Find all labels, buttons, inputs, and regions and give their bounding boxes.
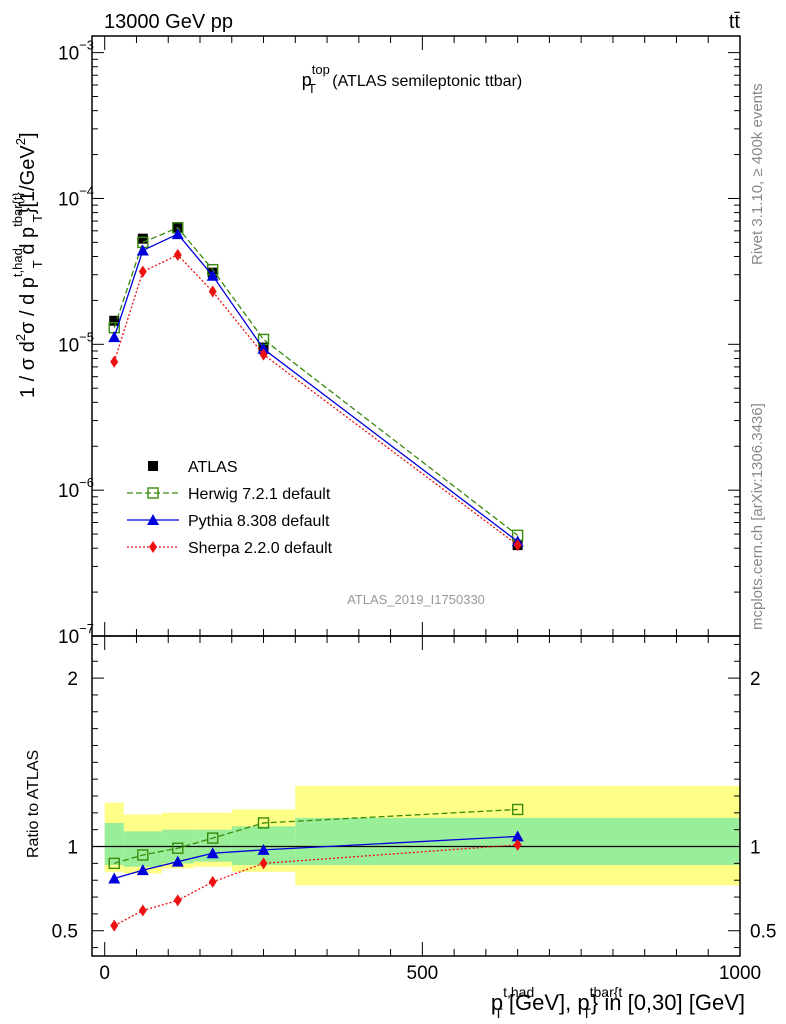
ratio-point-sherpa-2-2-0-default (513, 838, 522, 851)
main-plot-title: ptop T (ATLAS semileptonic ttbar) (302, 62, 522, 96)
legend-marker-pythia-8-308-default (147, 514, 159, 525)
ratio-plot-frame (91, 635, 741, 957)
data-point-sherpa-2-2-0-default (208, 285, 217, 298)
y-tick-label: 10−7 (58, 621, 94, 648)
series-line-pythia-8-308-default (113, 233, 519, 542)
ratio-line-pythia-8-308-default (114, 835, 518, 880)
ratio-line-sherpa-2-2-0-default (113, 844, 518, 927)
analysis-watermark: ATLAS_2019_I1750330 (347, 592, 485, 607)
legend-marker-herwig-7-2-1-default (147, 487, 159, 499)
data-point-sherpa-2-2-0-default (173, 248, 182, 261)
ratio-y-tick-label: 0.5 (52, 922, 78, 943)
title-sup: top (312, 62, 330, 77)
ratio-point-pythia-8-308-default (136, 864, 149, 876)
x-axis-label: pt,had T [GeV], ptbar{t T} in [0,30] [GeV] (491, 984, 745, 1021)
ratio-point-sherpa-2-2-0-default (110, 919, 119, 932)
main-y-axis-label: 1 / σ d2σ / d pt,had T d ptbar{t} T}[1/GeV… (10, 132, 45, 398)
data-point-sherpa-2-2-0-default (138, 265, 147, 278)
x-tick-label: 1000 (719, 963, 761, 984)
legend-label-herwig-7-2-1-default: Herwig 7.2.1 default (188, 486, 331, 503)
ratio-y-tick-label-right: 2 (750, 669, 761, 690)
ratio-plot-area: 0.5 0.5 1 1 2 2 0 500 1000 (52, 636, 776, 984)
ratio-point-pythia-8-308-default (206, 847, 219, 859)
energy-label: 13000 GeV pp (104, 11, 233, 33)
y-tick-label: 10−5 (58, 329, 94, 356)
ratio-point-sherpa-2-2-0-default (138, 904, 147, 917)
legend-label-atlas: ATLAS (188, 459, 238, 476)
series-line-herwig-7-2-1-default (113, 226, 519, 536)
data-point-pythia-8-308-default (171, 228, 184, 240)
data-point-sherpa-2-2-0-default (110, 355, 119, 368)
ratio-point-pythia-8-308-default (511, 830, 524, 842)
ratio-y-tick-label: 1 (67, 838, 78, 859)
ratio-point-pythia-8-308-default (171, 855, 184, 867)
ratio-point-herwig-7-2-1-default (207, 832, 219, 844)
y-tick-label: 10−3 (58, 38, 94, 65)
mcplots-url-label: mcplots.cern.ch [arXiv:1306.3436] (749, 403, 766, 630)
x-tick-label: 500 (407, 963, 439, 984)
data-point-atlas (137, 233, 148, 244)
y-tick-label: 10−6 (58, 475, 94, 502)
ratio-y-tick-label-right: 0.5 (750, 922, 776, 943)
ratio-point-herwig-7-2-1-default (137, 849, 149, 861)
legend-marker-atlas (148, 461, 158, 471)
data-point-pythia-8-308-default (108, 331, 121, 343)
ratio-y-tick-label: 2 (67, 669, 78, 690)
data-point-sherpa-2-2-0-default (259, 348, 268, 361)
ratio-y-axis-label: Ratio to ATLAS (25, 750, 42, 858)
ratio-point-herwig-7-2-1-default (511, 803, 524, 816)
ratio-point-herwig-7-2-1-default (172, 842, 184, 854)
x-tick-label: 0 (99, 963, 110, 984)
y-tick-label: 10−4 (58, 183, 94, 210)
data-point-pythia-8-308-default (136, 244, 149, 256)
title-sub: T (308, 81, 316, 96)
legend-label-sherpa-2-2-0-default: Sherpa 2.2.0 default (188, 540, 333, 557)
title-main: p (302, 70, 312, 90)
data-point-pythia-8-308-default (206, 269, 219, 281)
legend-label-pythia-8-308-default: Pythia 8.308 default (188, 513, 330, 530)
ratio-y-tick-label-right: 1 (750, 838, 761, 859)
ratio-point-herwig-7-2-1-default (108, 857, 120, 870)
process-label: tt̄ (729, 11, 741, 33)
legend-marker-sherpa-2-2-0-default (149, 541, 157, 553)
series-line-sherpa-2-2-0-default (113, 254, 519, 546)
ratio-point-herwig-7-2-1-default (257, 817, 270, 829)
title-rest: (ATLAS semileptonic ttbar) (328, 73, 522, 90)
ratio-point-pythia-8-308-default (108, 872, 121, 884)
ratio-point-sherpa-2-2-0-default (208, 875, 217, 888)
data-point-sherpa-2-2-0-default (513, 539, 522, 552)
rivet-version-label: Rivet 3.1.10, ≥ 400k events (749, 83, 766, 265)
data-point-atlas (109, 315, 120, 326)
uncertainty-band-stat (123, 831, 162, 867)
uncertainty-band-stat (104, 822, 124, 866)
ratio-point-sherpa-2-2-0-default (173, 894, 182, 907)
ratio-point-sherpa-2-2-0-default (259, 857, 268, 870)
main-plot-area: 10−3 10−4 10−5 10−6 10−7 ATLAS Herwig 7.2.1 de… (58, 36, 741, 648)
ratio-point-pythia-8-308-default (257, 843, 270, 855)
ratio-line-herwig-7-2-1-default (114, 808, 518, 864)
